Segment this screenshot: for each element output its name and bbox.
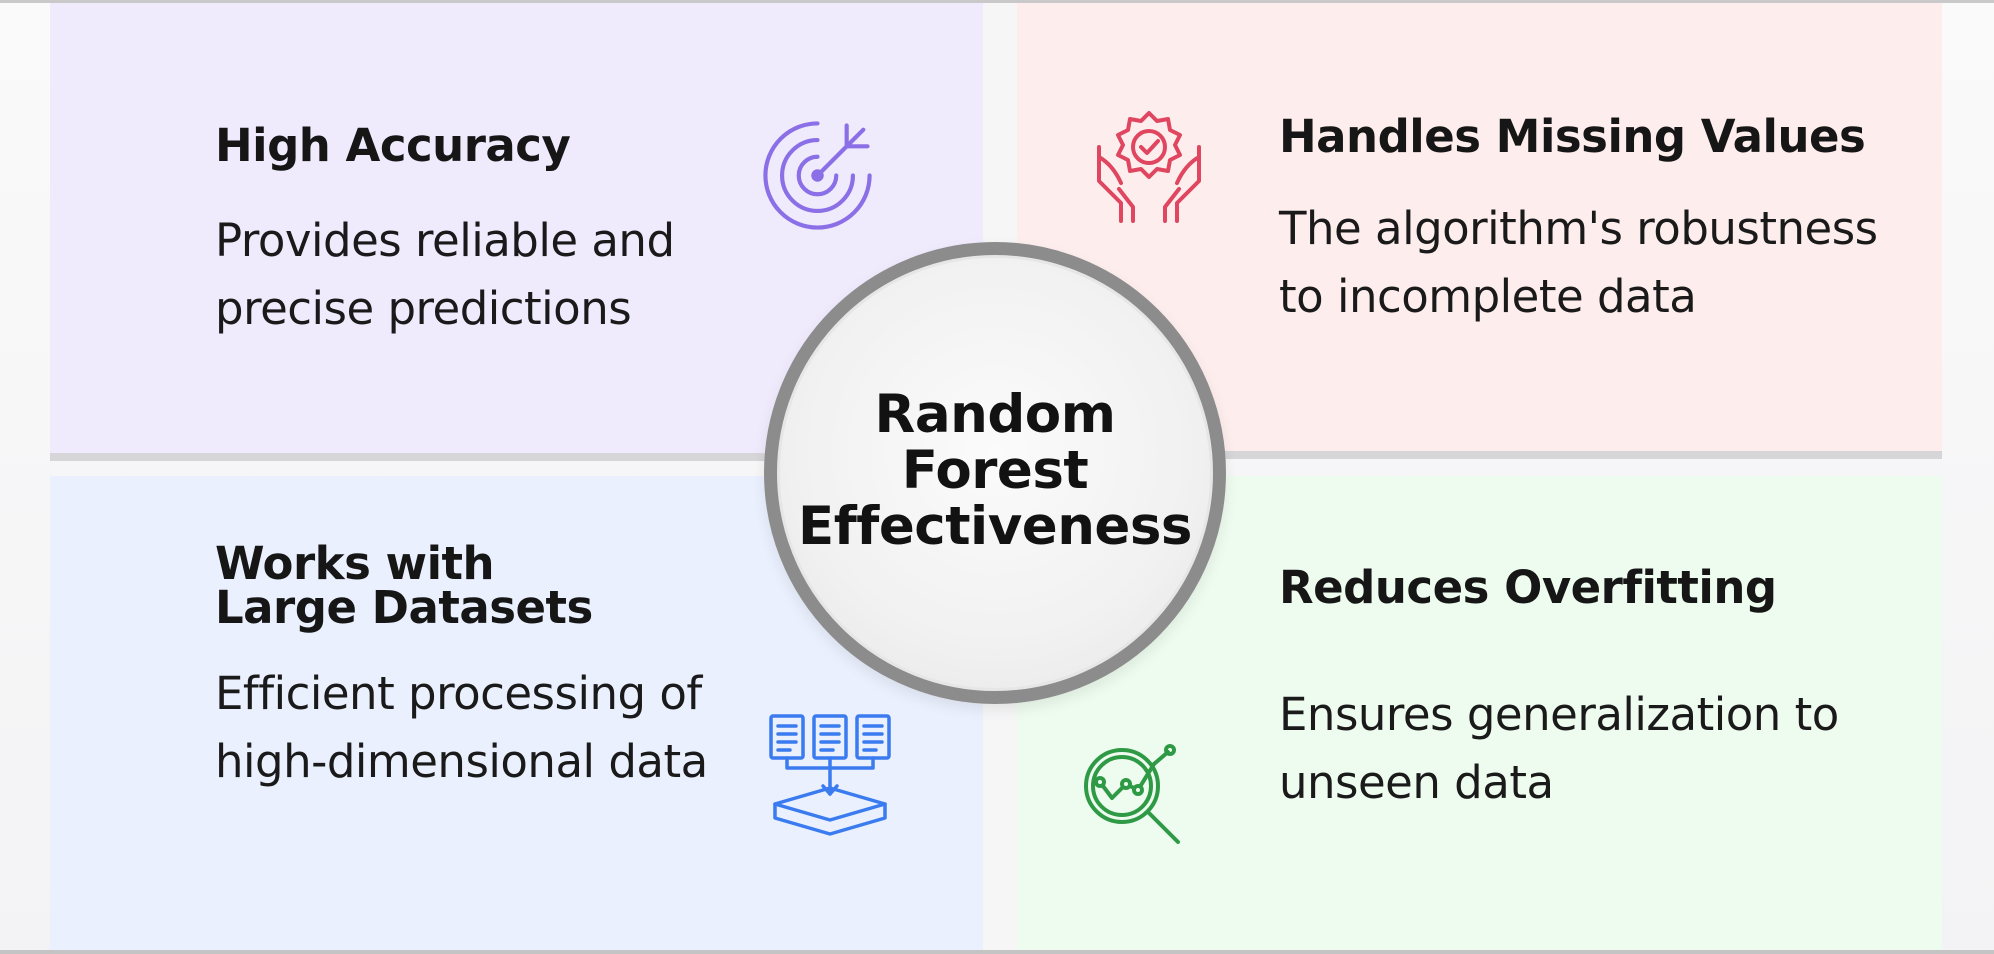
hands-badge-icon (1097, 111, 1201, 223)
documents-database-icon (769, 714, 891, 836)
bottom-border (0, 950, 1994, 954)
target-icon (763, 121, 872, 230)
card-description-high-accuracy: Provides reliable and precise prediction… (215, 214, 675, 335)
center-circle: Random Forest Effectiveness (764, 242, 1226, 704)
card-title-high-accuracy: High Accuracy (215, 119, 571, 172)
card-title-handles-missing-values: Handles Missing Values (1279, 110, 1866, 163)
card-description-large-datasets: Efficient processing of high-dimensional… (215, 667, 708, 788)
chart-magnifier-icon (1084, 744, 1180, 844)
card-description-handles-missing-values: The algorithm's robustness to incomplete… (1279, 202, 1878, 323)
center-title: Random Forest Effectiveness (798, 384, 1192, 557)
top-border (0, 0, 1994, 3)
card-title-reduces-overfitting: Reduces Overfitting (1279, 561, 1777, 614)
card-title-large-datasets: Works with Large Datasets (215, 537, 593, 634)
card-description-reduces-overfitting: Ensures generalization to unseen data (1279, 688, 1839, 809)
